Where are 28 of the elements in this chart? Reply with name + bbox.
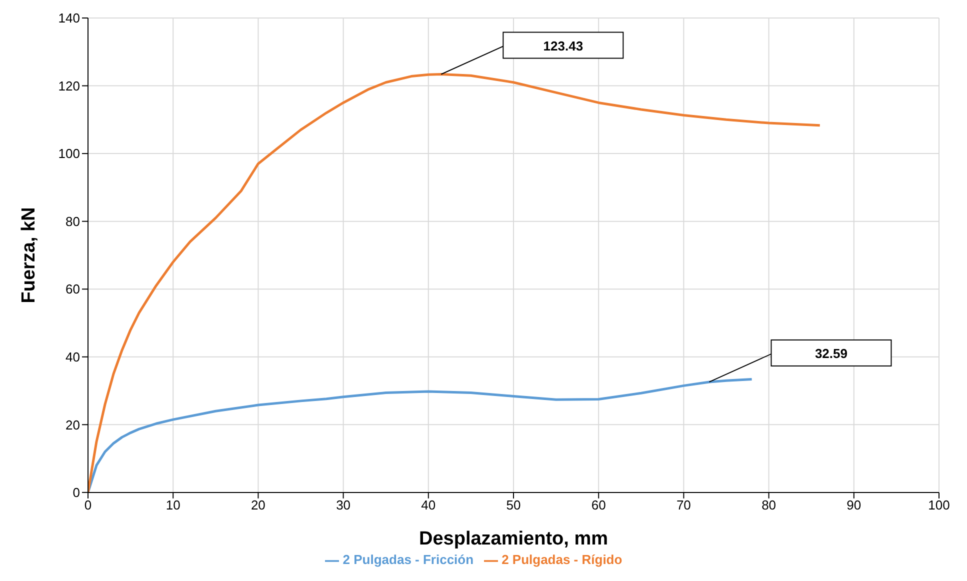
legend-label: 2 Pulgadas - Fricción	[342, 552, 474, 568]
legend-label: 2 Pulgadas - Rígido	[502, 552, 622, 568]
y-tick-label: 80	[66, 214, 80, 229]
y-tick-label: 140	[58, 10, 80, 26]
annotation: 32.59	[814, 346, 848, 361]
y-tick-label: 120	[58, 78, 80, 94]
x-tick-label: 60	[591, 498, 606, 513]
x-tick-label: 0	[84, 498, 92, 513]
x-tick-label: 40	[421, 498, 436, 513]
x-tick-label: 50	[506, 498, 521, 513]
y-tick-label: 0	[72, 485, 80, 500]
x-tick-label: 30	[336, 498, 351, 513]
x-tick-label: 90	[846, 498, 862, 513]
callout: 123.43	[440, 32, 624, 75]
x-tick-label: 20	[250, 498, 266, 513]
y-tick-label: 40	[66, 350, 80, 364]
x-tick-label: 10	[166, 498, 180, 513]
x-tick-label: 80	[762, 498, 776, 513]
x-tick-label: 70	[676, 498, 691, 513]
x-tick-label: 100	[928, 498, 950, 513]
y-tick-label: 60	[66, 282, 80, 297]
y-tick-label: 20	[66, 417, 80, 432]
callout: 32.59	[708, 339, 892, 382]
line-series	[88, 378, 754, 492]
y-axis-title: Fuerza, kN	[18, 207, 40, 304]
y-tick-label: 100	[58, 146, 80, 162]
x-axis-title: Desplazamiento, mm	[419, 528, 608, 550]
annotation: 123.43	[543, 38, 584, 54]
